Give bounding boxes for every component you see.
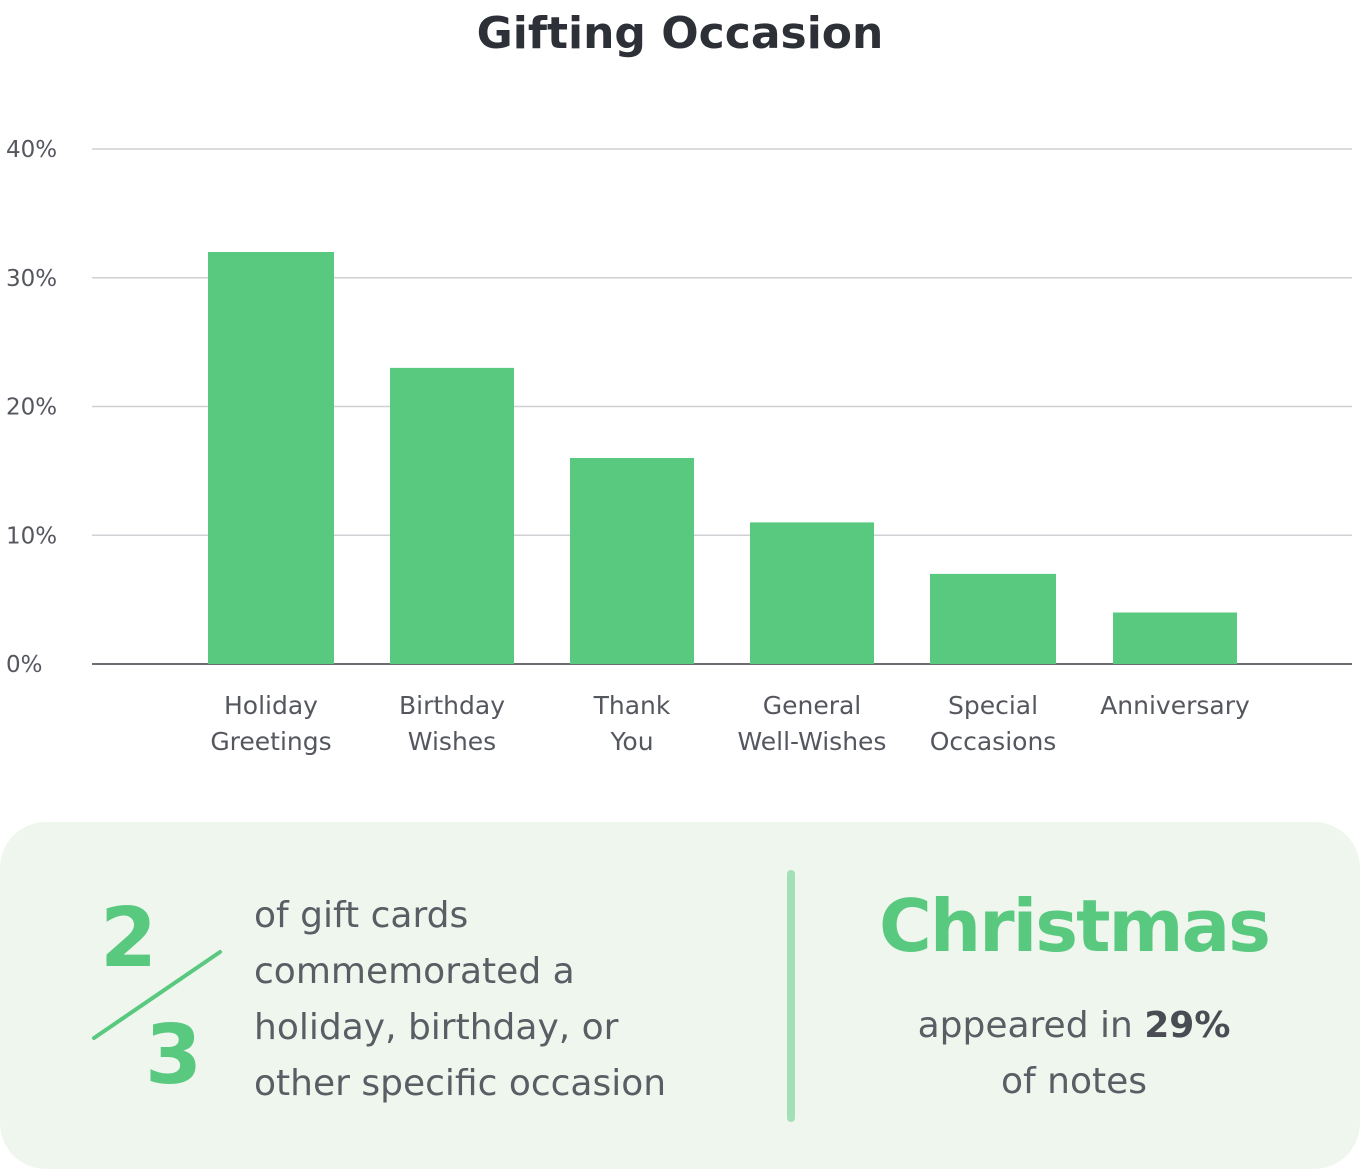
fraction-denominator: 3 <box>145 1008 203 1103</box>
highlight-word: Christmas <box>878 884 1271 968</box>
highlight-description: appeared in 29% of notes <box>800 998 1348 1110</box>
x-tick-label: Birthday <box>399 691 505 720</box>
x-tick-label: Well-Wishes <box>738 727 887 756</box>
x-tick-label: Occasions <box>930 727 1057 756</box>
fraction-description-line: other specific occasion <box>254 1063 667 1104</box>
bar <box>208 252 334 664</box>
x-tick-label: Thank <box>593 691 671 720</box>
fraction-slash <box>92 950 222 1040</box>
x-tick-label: Wishes <box>408 727 496 756</box>
x-tick-label: General <box>763 691 862 720</box>
fraction-numerator: 2 <box>100 891 158 986</box>
panel-divider <box>787 870 795 1122</box>
highlight-suffix: of notes <box>1000 1061 1147 1102</box>
highlight-prefix: appeared in <box>917 1005 1145 1046</box>
fraction-description: of gift cards commemorated a holiday, bi… <box>254 888 774 1112</box>
x-tick-label: Special <box>948 691 1038 720</box>
y-tick-label: 10% <box>6 523 57 549</box>
y-tick-label: 20% <box>6 395 57 421</box>
bar <box>390 367 514 664</box>
highlight-description-line: appeared in 29% <box>800 998 1348 1054</box>
fraction-description-line: commemorated a <box>254 951 575 992</box>
y-tick-label: 30% <box>6 266 57 292</box>
y-tick-label: 0% <box>6 652 43 678</box>
fraction-description-line: holiday, birthday, or <box>254 1007 619 1048</box>
highlight-value: 29% <box>1144 1005 1231 1046</box>
bar <box>930 573 1056 664</box>
chart-title: Gifting Occasion <box>476 8 884 59</box>
fraction-description-line: of gift cards <box>254 895 469 936</box>
summary-panel <box>0 822 1360 1169</box>
bar <box>750 522 874 664</box>
x-tick-label: Greetings <box>210 727 331 756</box>
x-tick-label: Anniversary <box>1100 691 1250 720</box>
bar <box>570 458 694 664</box>
x-tick-label: Holiday <box>224 691 318 720</box>
bar <box>1113 612 1237 664</box>
bar-chart: 0% 10% 20% 30% 40% Holiday Greetings Birthday Wi… <box>6 137 1352 756</box>
x-tick-label: You <box>609 727 653 756</box>
y-tick-label: 40% <box>6 137 57 163</box>
